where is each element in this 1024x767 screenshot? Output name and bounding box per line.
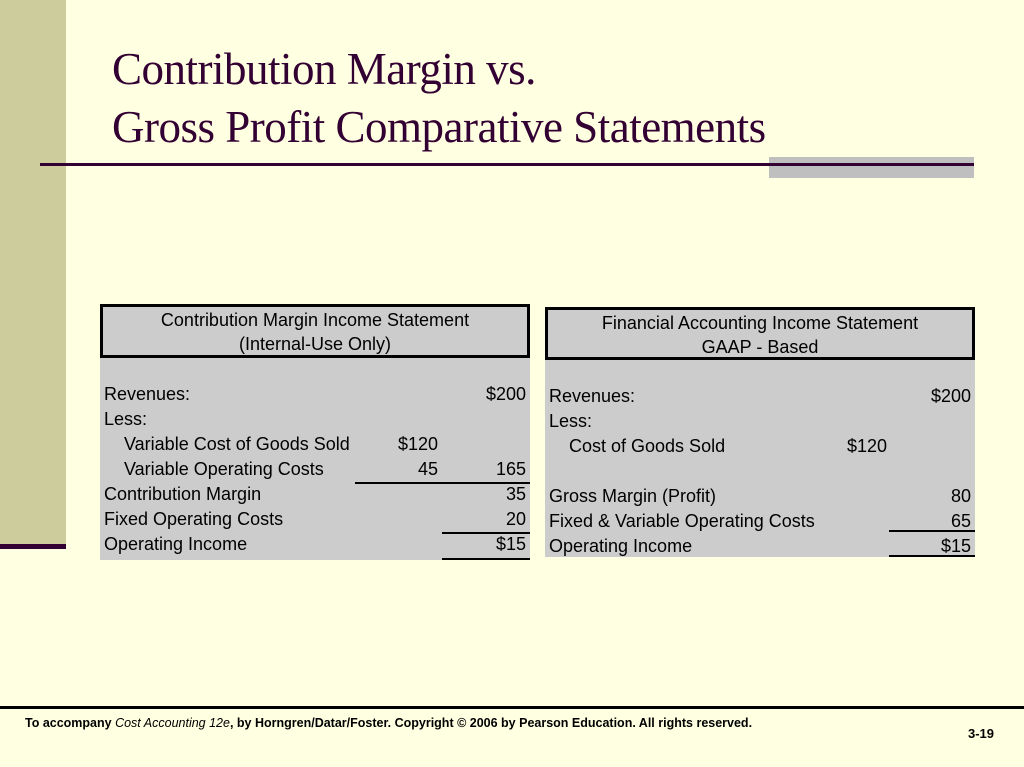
statement-row: Revenues: $200 [545,384,975,409]
title-line-1: Contribution Margin vs. [112,44,536,94]
statement-row: Operating Income $15 [545,534,975,559]
statement-header-title: Contribution Margin Income Statement [160,310,470,330]
row-total: 165 [495,459,526,479]
statement-row: Contribution Margin 35 [100,482,530,507]
statement-row: Cost of Goods Sold $120 [545,434,975,459]
statement-header-title: Financial Accounting Income Statement [601,313,919,333]
total-underline [889,555,975,557]
statement-row: Fixed & Variable Operating Costs 65 [545,509,975,534]
row-label: Contribution Margin [104,484,262,504]
footer-suffix: , by Horngren/Datar/Foster. Copyright © … [229,716,753,730]
footer-copyright: To accompany Cost Accounting 12e, by Hor… [25,716,752,730]
statement-header: Financial Accounting Income Statement GA… [545,307,975,360]
side-accent-line [0,544,66,549]
row-label: Operating Income [104,534,248,554]
statement-row: Gross Margin (Profit) 80 [545,484,975,509]
row-label: Less: [549,411,593,431]
row-total: $15 [495,534,526,554]
total-underline [442,558,530,560]
statement-row: Fixed Operating Costs 20 [100,507,530,532]
row-label: Cost of Goods Sold [569,436,726,456]
row-total: 35 [505,484,526,504]
row-total: 80 [950,486,971,506]
statement-row: Revenues: $200 [100,382,530,407]
slide-title: Contribution Margin vs. Gross Profit Com… [112,40,766,156]
contribution-margin-statement: Contribution Margin Income Statement (In… [100,304,530,560]
row-total: 65 [950,511,971,531]
statement-row: Variable Operating Costs 45 165 [100,457,530,482]
row-total: $200 [485,384,526,404]
subtotal-underline [355,482,530,484]
footer-book-title: Cost Accounting 12e [115,716,230,730]
title-line-2: Gross Profit Comparative Statements [112,102,766,152]
subtotal-underline [442,532,530,534]
row-label: Variable Operating Costs [124,459,324,479]
statement-header-subtitle: (Internal-Use Only) [238,334,392,354]
statement-row: Variable Cost of Goods Sold $120 [100,432,530,457]
subtotal-underline [889,530,975,532]
statement-header: Contribution Margin Income Statement (In… [100,304,530,358]
title-divider [40,163,974,166]
row-label: Fixed Operating Costs [104,509,284,529]
row-amount: 45 [417,459,438,479]
row-label: Less: [104,409,148,429]
footer-prefix: To accompany [25,716,116,730]
statement-row: Operating Income $15 [100,532,530,557]
statement-row-blank [545,459,975,484]
side-decor-bar [0,0,66,545]
statement-header-subtitle: GAAP - Based [701,337,819,357]
statement-row: Less: [545,409,975,434]
row-amount: $120 [397,434,438,454]
row-label: Variable Cost of Goods Sold [124,434,350,454]
row-total: $200 [930,386,971,406]
row-label: Fixed & Variable Operating Costs [549,511,815,531]
row-amount: $120 [846,436,887,456]
footer-divider [0,706,1024,709]
row-label: Gross Margin (Profit) [549,486,717,506]
title-decor-block [769,157,974,178]
row-label: Revenues: [549,386,636,406]
row-total: 20 [505,509,526,529]
gaap-income-statement: Financial Accounting Income Statement GA… [545,307,975,557]
row-label: Revenues: [104,384,191,404]
page-number: 3-19 [968,726,995,741]
row-label: Operating Income [549,536,693,556]
row-total: $15 [940,536,971,556]
statement-row: Less: [100,407,530,432]
